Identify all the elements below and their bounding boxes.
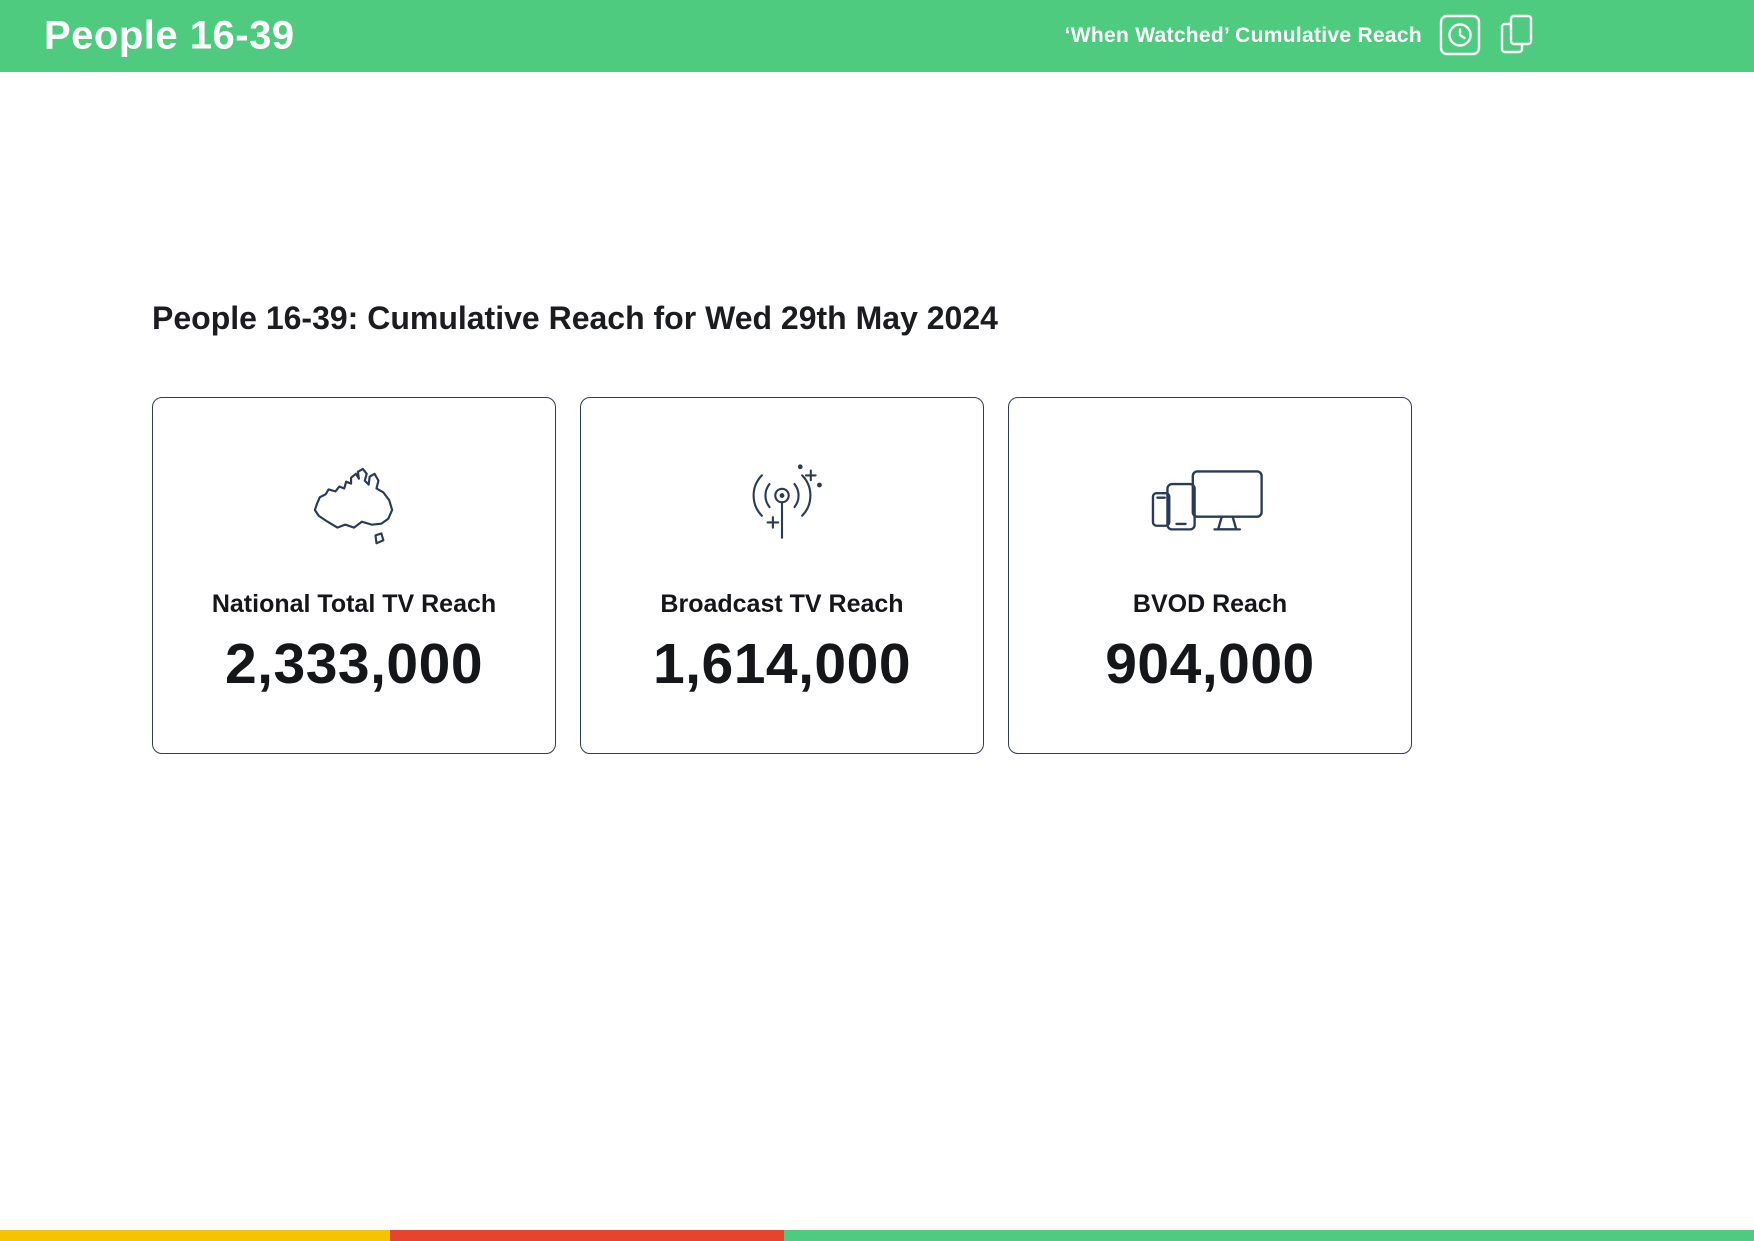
card-label: BVOD Reach xyxy=(1132,590,1288,618)
card-label: National Total TV Reach xyxy=(211,590,497,618)
header-subtitle: ‘When Watched’ Cumulative Reach xyxy=(1064,24,1422,47)
card-label: Broadcast TV Reach xyxy=(660,590,904,618)
page-title: People 16-39: Cumulative Reach for Wed 2… xyxy=(152,300,998,336)
devices-icon xyxy=(1151,456,1269,562)
card-value: 1,614,000 xyxy=(652,632,912,696)
stat-card-national-total-tv: National Total TV Reach 2,333,000 xyxy=(152,397,556,754)
stat-cards-row: National Total TV Reach 2,333,000 xyxy=(152,397,1412,754)
footer-stripe xyxy=(0,1230,1754,1241)
australia-map-icon xyxy=(302,456,406,562)
stat-card-broadcast-tv: Broadcast TV Reach 1,614,000 xyxy=(580,397,984,754)
broadcast-antenna-icon xyxy=(734,456,830,562)
footer-stripe-red xyxy=(390,1230,784,1241)
card-value: 904,000 xyxy=(1105,632,1315,696)
stat-card-bvod: BVOD Reach 904,000 xyxy=(1008,397,1412,754)
refresh-button[interactable] xyxy=(1438,13,1482,60)
card-value: 2,333,000 xyxy=(224,632,484,696)
header-bar: People 16-39 ‘When Watched’ Cumulative R… xyxy=(0,0,1754,72)
copy-button[interactable] xyxy=(1498,12,1536,61)
header-right-group: ‘When Watched’ Cumulative Reach xyxy=(1065,0,1536,72)
footer-stripe-green xyxy=(784,1230,1754,1241)
header-title: People 16-39 xyxy=(44,13,295,58)
refresh-icon xyxy=(1438,13,1482,60)
copy-icon xyxy=(1498,12,1536,61)
footer-stripe-yellow xyxy=(0,1230,390,1241)
